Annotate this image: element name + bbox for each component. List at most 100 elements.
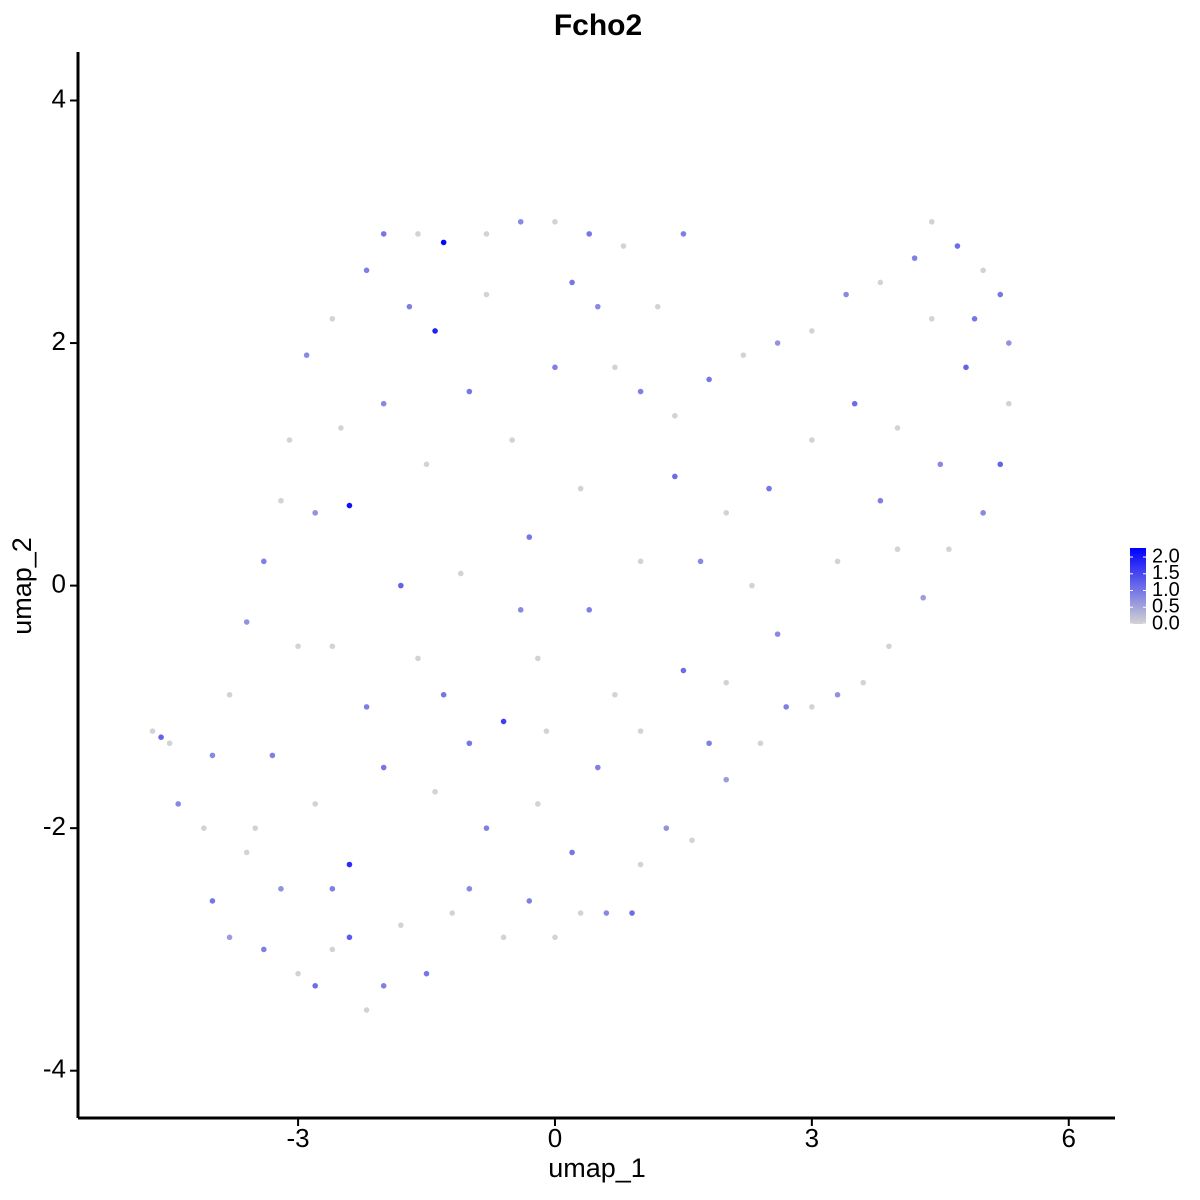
colorbar [1130, 548, 1146, 624]
cell-point [612, 691, 618, 698]
cell-point [303, 352, 310, 358]
cell-point [466, 885, 473, 892]
cell-point [637, 861, 644, 868]
colorbar-label: 0.5 [1152, 596, 1180, 618]
cell-point [971, 316, 978, 322]
y-tick-label: 2 [52, 326, 66, 356]
cell-point [286, 437, 293, 443]
cell-point [363, 267, 370, 274]
cell-point [440, 239, 447, 246]
cell-point [500, 718, 507, 725]
cell-point [346, 502, 353, 509]
cell-point [586, 231, 593, 237]
y-tick-label: -2 [43, 811, 66, 841]
cell-point [809, 704, 815, 710]
cell-point [637, 558, 644, 565]
cell-point [577, 910, 584, 916]
cell-point [415, 655, 421, 662]
cell-point [766, 485, 772, 492]
cell-point [380, 400, 387, 407]
colorbar-label: 0.0 [1152, 612, 1180, 634]
cell-point [740, 352, 747, 358]
cell-point [517, 607, 524, 613]
cell-point [886, 643, 892, 650]
cell-point [312, 983, 318, 989]
cell-point [637, 728, 644, 734]
y-tick-label: 0 [52, 568, 66, 598]
cell-point [517, 218, 524, 225]
cell-point [851, 400, 858, 407]
cell-point [432, 788, 438, 795]
cell-point [363, 704, 370, 710]
cell-point [749, 582, 755, 589]
cell-point [757, 740, 764, 747]
y-tick-label: 4 [52, 83, 66, 113]
cell-point [577, 485, 584, 492]
colorbar-label: 1.5 [1152, 562, 1180, 584]
cell-point [783, 704, 789, 710]
cell-point [295, 643, 301, 650]
chart-title: Fcho2 [554, 9, 642, 42]
cell-point [706, 740, 712, 747]
cell-point [535, 655, 541, 662]
cell-point [928, 218, 935, 225]
cell-point [637, 388, 644, 395]
cell-point [963, 364, 969, 371]
cell-point [834, 691, 841, 698]
cell-point [243, 619, 250, 625]
cell-point [278, 497, 284, 504]
cell-point [526, 898, 533, 904]
cell-point [312, 510, 318, 516]
cell-point [149, 728, 156, 734]
cell-point [201, 825, 207, 831]
cell-point [946, 546, 952, 553]
y-tick-label: -4 [43, 1054, 66, 1084]
cell-point [457, 570, 464, 577]
cell-point [569, 279, 575, 286]
cell-point [937, 461, 944, 468]
cell-point [620, 243, 627, 249]
cell-point [252, 825, 259, 831]
cell-point [535, 801, 541, 807]
cell-point [980, 267, 986, 274]
cell-point [380, 764, 387, 771]
cell-point [423, 461, 430, 468]
cell-point [423, 970, 430, 977]
cell-point [449, 910, 456, 916]
cell-point [654, 303, 661, 310]
cell-point [166, 740, 173, 747]
cell-point [398, 582, 404, 589]
cell-point [415, 231, 421, 237]
cell-point [1006, 400, 1012, 407]
cell-point [466, 388, 473, 395]
cell-point [278, 885, 284, 892]
cell-point [689, 837, 695, 844]
cell-point [226, 691, 233, 698]
cell-point [295, 970, 301, 977]
cell-point [706, 376, 712, 383]
cell-point [329, 316, 336, 322]
y-axis-label: umap_2 [7, 537, 37, 635]
cell-point [398, 922, 404, 928]
cell-point [980, 510, 986, 516]
cell-point [920, 594, 926, 601]
cell-point [629, 910, 635, 916]
colorbar-label: 1.0 [1152, 579, 1180, 601]
x-tick-label: -3 [287, 1123, 310, 1153]
cell-point [312, 801, 318, 807]
cell-point [329, 643, 336, 650]
x-tick-label: 6 [1062, 1123, 1076, 1153]
cell-point [928, 316, 935, 322]
cell-point [261, 558, 267, 565]
cell-point [209, 752, 216, 759]
cell-point [406, 303, 413, 310]
cell-point [269, 752, 276, 759]
x-axis-label: umap_1 [548, 1153, 646, 1183]
cell-point [380, 231, 387, 237]
cell-point [586, 607, 593, 613]
cell-point [175, 801, 181, 807]
cell-point [894, 425, 901, 431]
cell-point [466, 740, 473, 747]
cell-point [509, 437, 515, 443]
